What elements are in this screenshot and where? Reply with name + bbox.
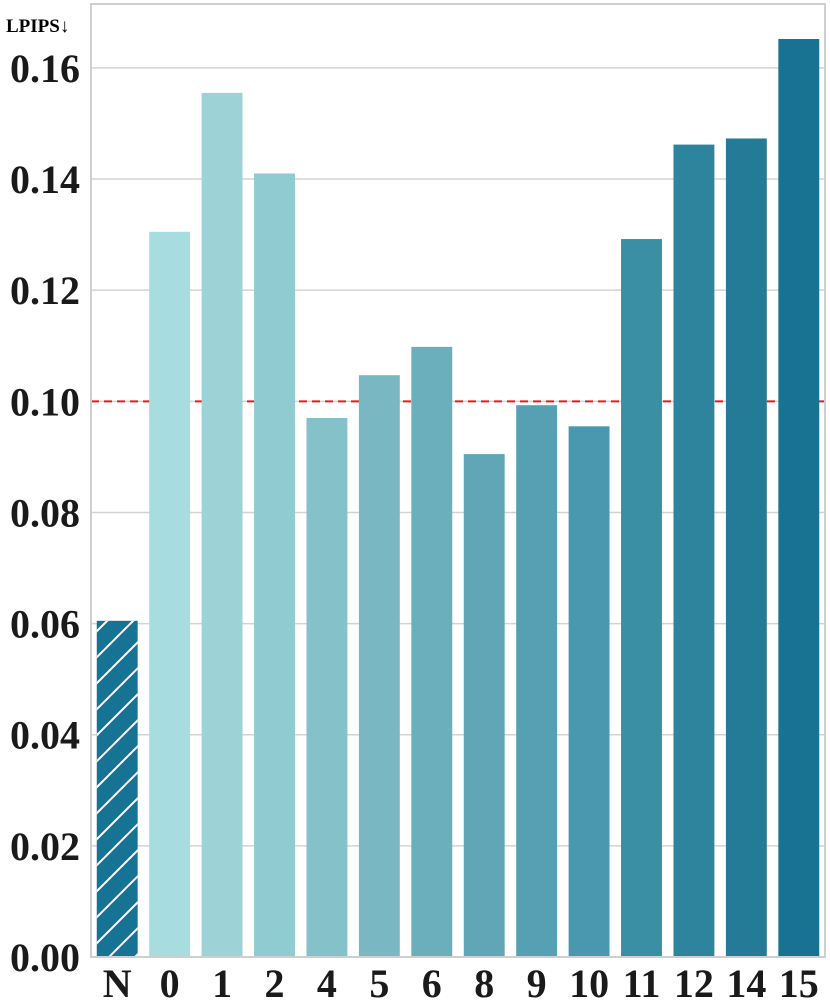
y-tick-label: 0.10 bbox=[10, 379, 80, 424]
x-tick-labels: N 0 1 2 4 5 6 8 9 10 11 12 14 15 bbox=[103, 961, 819, 1001]
y-tick-label: 0.14 bbox=[10, 157, 80, 202]
bar bbox=[673, 144, 715, 958]
y-tick-label: 0.08 bbox=[10, 490, 80, 535]
bar bbox=[149, 231, 191, 957]
bar bbox=[725, 138, 767, 957]
x-tick-label: 10 bbox=[569, 961, 609, 1001]
x-tick-label: 12 bbox=[674, 961, 714, 1001]
y-tick-label: 0.12 bbox=[10, 268, 80, 313]
y-tick-label: 0.04 bbox=[10, 713, 80, 758]
bar bbox=[463, 454, 505, 957]
x-tick-label: 5 bbox=[369, 961, 389, 1001]
y-axis-label: LPIPS↓ bbox=[6, 16, 69, 37]
bar bbox=[254, 173, 295, 958]
x-tick-label: 0 bbox=[160, 961, 180, 1001]
x-tick-label: N bbox=[103, 961, 132, 1001]
bar bbox=[411, 346, 453, 957]
x-tick-label: 9 bbox=[527, 961, 547, 1001]
x-tick-label: 1 bbox=[212, 961, 232, 1001]
grid-lines bbox=[91, 67, 825, 847]
x-tick-label: 6 bbox=[422, 961, 442, 1001]
bar bbox=[621, 239, 662, 957]
x-tick-label: 8 bbox=[474, 961, 494, 1001]
x-tick-label: 14 bbox=[726, 961, 766, 1001]
bars-group bbox=[96, 39, 820, 958]
bar bbox=[516, 405, 558, 957]
bar bbox=[568, 426, 610, 958]
bar bbox=[201, 92, 243, 958]
x-tick-label: 15 bbox=[779, 961, 819, 1001]
y-tick-label: 0.16 bbox=[10, 46, 80, 91]
bar bbox=[306, 417, 348, 957]
y-tick-labels: 0.00 0.02 0.04 0.06 0.08 0.10 0.12 0.14 0.16 bbox=[10, 46, 80, 980]
x-tick-label: 11 bbox=[623, 961, 661, 1001]
bar-hatch bbox=[96, 620, 138, 957]
y-tick-label: 0.02 bbox=[10, 824, 80, 869]
bar bbox=[778, 39, 820, 957]
y-tick-label: 0.00 bbox=[10, 935, 80, 980]
x-tick-label: 2 bbox=[265, 961, 285, 1001]
bar bbox=[358, 375, 400, 958]
y-tick-label: 0.06 bbox=[10, 602, 80, 647]
x-tick-label: 4 bbox=[317, 961, 337, 1001]
plot-frame bbox=[90, 3, 826, 958]
